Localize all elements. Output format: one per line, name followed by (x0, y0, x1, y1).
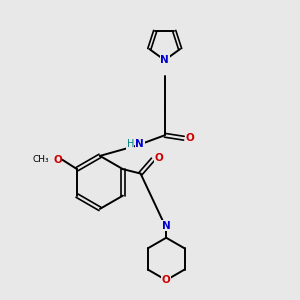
Text: N: N (135, 139, 144, 149)
Text: O: O (53, 155, 62, 165)
Text: N: N (160, 55, 169, 65)
Text: O: O (154, 153, 163, 163)
Text: O: O (186, 133, 195, 143)
Text: N: N (162, 221, 171, 231)
Text: H: H (127, 139, 134, 149)
Text: CH₃: CH₃ (33, 155, 50, 164)
Text: O: O (162, 275, 171, 285)
